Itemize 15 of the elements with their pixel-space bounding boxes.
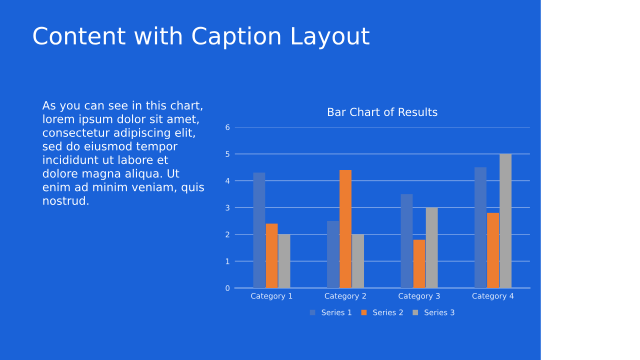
bar bbox=[413, 240, 426, 288]
bar bbox=[253, 172, 266, 288]
text: As you can see in this chart, lorem ipsum dolor sit amet, consectetur adipiscing elit, sed do eiusmod tempor incididunt ut labore et dolore magna aliqua. Ut enim ad minim veniam, quis nostrud. bbox=[42, 100, 204, 205]
bar bbox=[278, 234, 290, 288]
bar bbox=[400, 194, 413, 288]
bar bbox=[352, 234, 364, 288]
bar bbox=[474, 167, 486, 288]
bar bbox=[340, 170, 352, 288]
text: Content with Caption Layout bbox=[33, 26, 370, 50]
bar bbox=[500, 154, 512, 288]
bar bbox=[327, 220, 339, 288]
bar bbox=[487, 212, 499, 288]
bar bbox=[426, 208, 438, 288]
bar bbox=[266, 224, 278, 288]
chart-title: Bar Chart of Results bbox=[328, 108, 438, 116]
